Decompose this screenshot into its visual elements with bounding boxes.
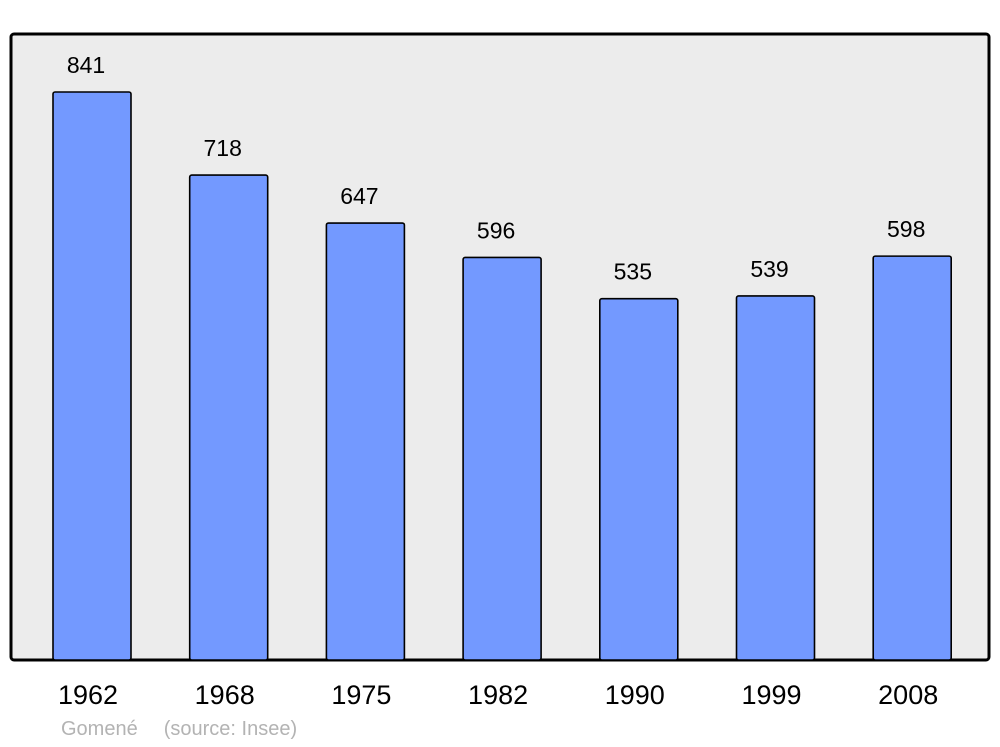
- x-tick-label-2008: 2008: [878, 680, 938, 710]
- bar-1968: [188, 174, 269, 661]
- bar-2008: [872, 255, 953, 661]
- data-label-1968: 718: [204, 135, 242, 161]
- x-tick-label-1975: 1975: [331, 680, 391, 710]
- bar-1982: [462, 256, 542, 661]
- footer: Gomené (source: Insee): [61, 718, 323, 741]
- bar-1975: [325, 222, 406, 661]
- commune-name: Gomené: [61, 718, 138, 740]
- data-label-1962: 841: [67, 52, 105, 78]
- x-tick-label-1962: 1962: [58, 680, 118, 710]
- data-label-1975: 647: [340, 183, 378, 209]
- x-tick-label-1999: 1999: [741, 680, 801, 710]
- x-tick-label-1982: 1982: [468, 680, 528, 710]
- x-tick-label-1990: 1990: [605, 680, 665, 710]
- data-label-1990: 535: [614, 259, 652, 285]
- data-label-2008: 598: [887, 216, 925, 242]
- data-label-1999: 539: [750, 256, 788, 282]
- x-tick-label-1968: 1968: [195, 680, 255, 710]
- source-note: (source: Insee): [163, 718, 298, 740]
- data-label-1982: 596: [477, 217, 515, 243]
- bar-1990: [598, 297, 679, 661]
- bar-1962: [52, 91, 132, 661]
- bar-1999: [735, 295, 816, 661]
